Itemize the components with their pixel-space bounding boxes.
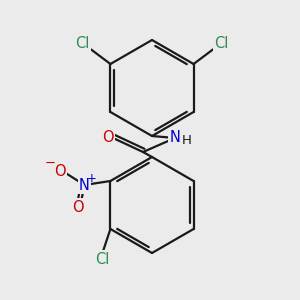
Text: Cl: Cl <box>95 251 109 266</box>
Text: Cl: Cl <box>214 37 229 52</box>
Text: −: − <box>45 157 56 169</box>
Text: H: H <box>182 134 192 148</box>
Text: +: + <box>86 172 96 184</box>
Text: N: N <box>169 130 180 146</box>
Text: N: N <box>79 178 90 193</box>
Text: O: O <box>55 164 66 178</box>
Text: Cl: Cl <box>75 37 90 52</box>
Text: O: O <box>73 200 84 214</box>
Text: O: O <box>102 130 114 146</box>
